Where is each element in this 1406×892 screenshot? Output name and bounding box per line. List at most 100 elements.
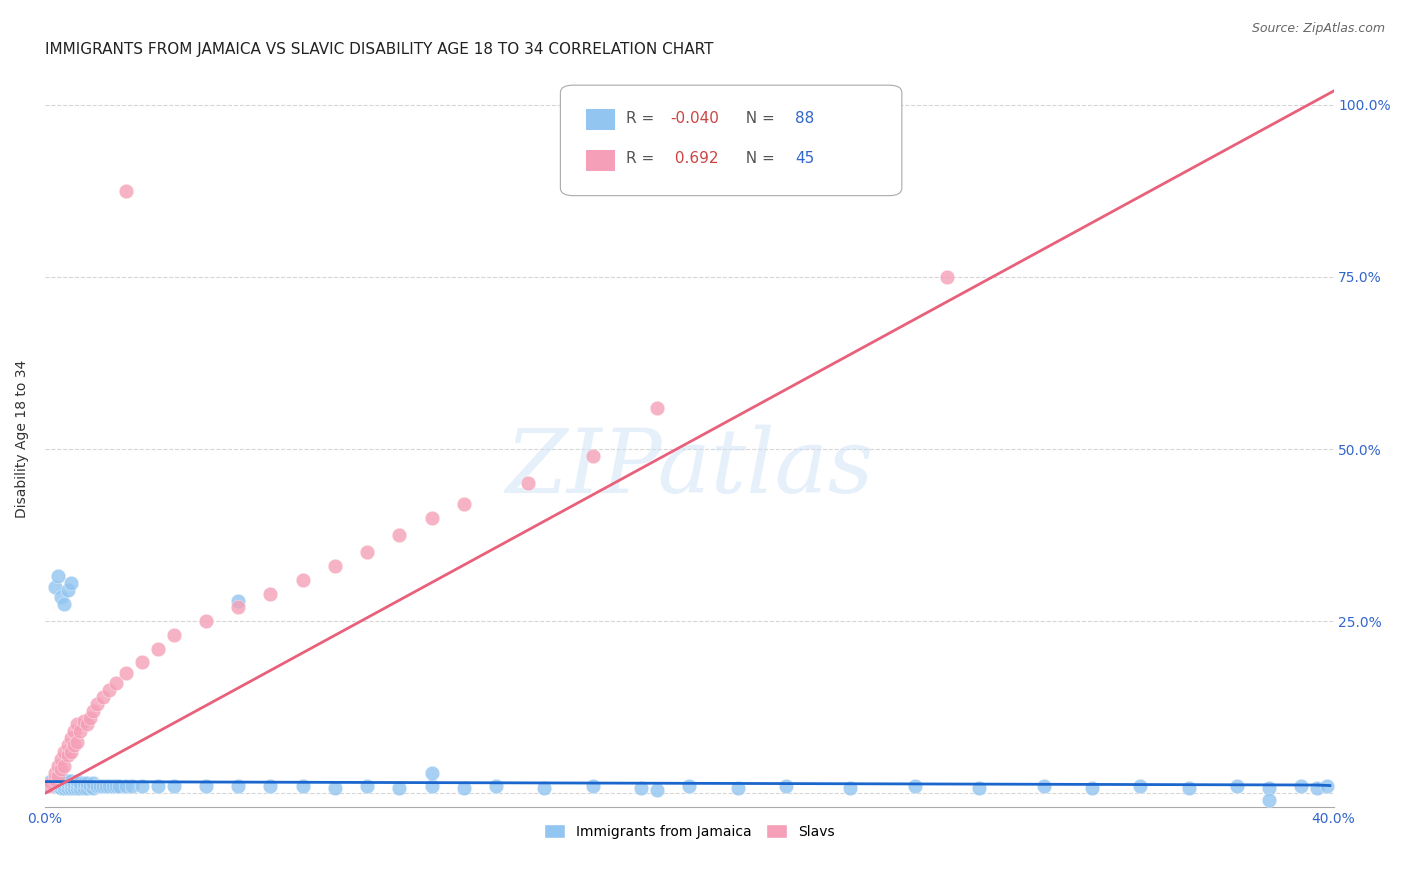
Point bbox=[904, 780, 927, 794]
Point bbox=[146, 780, 169, 794]
Text: R =: R = bbox=[626, 152, 659, 166]
Text: N =: N = bbox=[735, 111, 779, 126]
Point bbox=[76, 780, 98, 795]
Point bbox=[69, 724, 91, 739]
Point bbox=[1258, 780, 1281, 795]
Point bbox=[936, 269, 959, 284]
Point bbox=[72, 714, 94, 728]
Point bbox=[146, 641, 169, 656]
Point bbox=[323, 780, 346, 795]
Bar bbox=[586, 150, 614, 170]
Point bbox=[259, 587, 281, 601]
Text: R =: R = bbox=[626, 111, 659, 126]
Point bbox=[98, 780, 121, 794]
Point bbox=[1226, 780, 1249, 794]
Point bbox=[226, 780, 249, 794]
Point bbox=[66, 777, 89, 791]
Point bbox=[63, 738, 86, 752]
Point bbox=[163, 780, 186, 794]
Point bbox=[46, 758, 69, 772]
Point bbox=[581, 449, 603, 463]
Point bbox=[41, 778, 63, 792]
Point bbox=[1032, 780, 1054, 794]
Point bbox=[967, 780, 990, 795]
Bar bbox=[586, 110, 614, 130]
Point bbox=[131, 656, 153, 670]
Text: ZIPatlas: ZIPatlas bbox=[505, 425, 873, 512]
Point bbox=[44, 765, 66, 780]
Point bbox=[453, 780, 475, 795]
Point bbox=[66, 734, 89, 748]
Point bbox=[101, 780, 124, 794]
Point bbox=[114, 184, 136, 198]
Point bbox=[533, 780, 555, 795]
Point bbox=[388, 780, 411, 795]
Point bbox=[53, 597, 76, 611]
Point bbox=[53, 780, 76, 795]
Text: N =: N = bbox=[735, 152, 779, 166]
Point bbox=[72, 780, 94, 795]
Point bbox=[49, 780, 72, 795]
Point bbox=[37, 780, 59, 794]
Point bbox=[291, 780, 314, 794]
Point bbox=[66, 717, 89, 731]
Point bbox=[839, 780, 862, 795]
Point bbox=[53, 775, 76, 789]
Point bbox=[323, 559, 346, 574]
Point bbox=[453, 497, 475, 511]
Point bbox=[356, 545, 378, 559]
Point bbox=[259, 780, 281, 794]
Point bbox=[645, 401, 668, 415]
Point bbox=[86, 780, 108, 794]
Point bbox=[59, 773, 82, 788]
Point bbox=[82, 780, 104, 795]
Point bbox=[44, 772, 66, 787]
Point bbox=[163, 628, 186, 642]
Point bbox=[59, 777, 82, 791]
Point bbox=[420, 765, 443, 780]
Point bbox=[66, 780, 89, 795]
Point bbox=[226, 600, 249, 615]
Point bbox=[104, 780, 127, 794]
Text: 45: 45 bbox=[794, 152, 814, 166]
Point bbox=[678, 780, 700, 794]
Point bbox=[63, 780, 86, 795]
Point bbox=[98, 683, 121, 698]
Point bbox=[356, 780, 378, 794]
Point bbox=[645, 782, 668, 797]
Point bbox=[89, 780, 111, 794]
Point bbox=[91, 690, 114, 704]
FancyBboxPatch shape bbox=[561, 85, 901, 195]
Point bbox=[41, 773, 63, 788]
Point bbox=[1306, 780, 1329, 795]
Point bbox=[37, 776, 59, 790]
Point bbox=[49, 772, 72, 787]
Point bbox=[420, 511, 443, 525]
Text: IMMIGRANTS FROM JAMAICA VS SLAVIC DISABILITY AGE 18 TO 34 CORRELATION CHART: IMMIGRANTS FROM JAMAICA VS SLAVIC DISABI… bbox=[45, 42, 713, 57]
Point bbox=[1177, 780, 1199, 795]
Point bbox=[56, 773, 79, 788]
Point bbox=[76, 717, 98, 731]
Point bbox=[108, 780, 131, 794]
Point bbox=[41, 776, 63, 790]
Point bbox=[114, 665, 136, 680]
Point bbox=[59, 780, 82, 795]
Point bbox=[1081, 780, 1104, 795]
Point bbox=[195, 614, 218, 628]
Point bbox=[1129, 780, 1152, 794]
Point bbox=[53, 772, 76, 787]
Point bbox=[44, 580, 66, 594]
Point bbox=[46, 780, 69, 794]
Text: 88: 88 bbox=[794, 111, 814, 126]
Point bbox=[59, 576, 82, 591]
Point bbox=[49, 775, 72, 789]
Point bbox=[91, 780, 114, 794]
Point bbox=[1258, 793, 1281, 807]
Text: 0.692: 0.692 bbox=[669, 152, 718, 166]
Point bbox=[46, 769, 69, 783]
Point bbox=[46, 776, 69, 790]
Point bbox=[66, 773, 89, 788]
Point bbox=[630, 780, 652, 795]
Point bbox=[485, 780, 508, 794]
Point bbox=[56, 738, 79, 752]
